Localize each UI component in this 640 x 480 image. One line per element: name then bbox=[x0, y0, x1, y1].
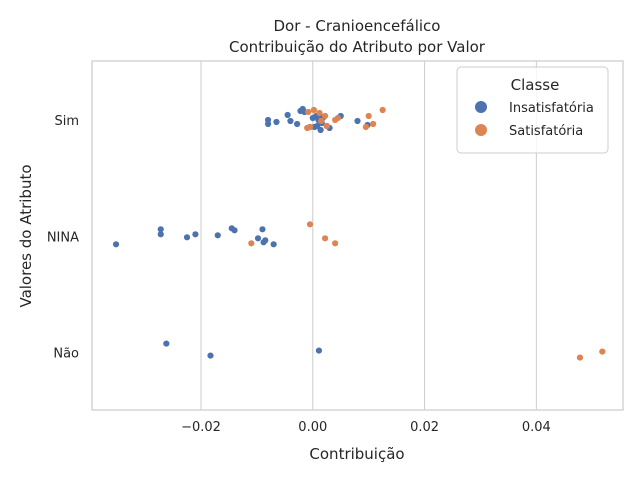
data-point-insatisfatoria bbox=[157, 226, 164, 233]
legend-marker bbox=[475, 124, 487, 136]
data-point-insatisfatoria bbox=[254, 235, 262, 242]
data-point-insatisfatoria bbox=[157, 231, 164, 238]
data-point-insatisfatoria bbox=[264, 120, 272, 128]
data-point-satisfatoria bbox=[248, 240, 255, 247]
data-point-insatisfatoria bbox=[270, 241, 277, 248]
data-point-insatisfatoria bbox=[207, 352, 214, 359]
data-point-insatisfatoria bbox=[192, 231, 199, 238]
data-point-insatisfatoria bbox=[262, 237, 269, 244]
x-tick-label: 0.02 bbox=[410, 420, 439, 435]
data-point-insatisfatoria bbox=[315, 347, 323, 354]
y-axis-label: Valores do Atributo bbox=[17, 164, 35, 307]
plot-area: −0.02 0.00 0.02 0.04 Sim NINA Não bbox=[47, 60, 624, 435]
data-point-satisfatoria bbox=[316, 109, 323, 117]
data-point-insatisfatoria bbox=[231, 227, 238, 234]
data-point-satisfatoria bbox=[599, 348, 606, 355]
data-point-satisfatoria bbox=[576, 354, 584, 361]
data-point-satisfatoria bbox=[321, 112, 329, 120]
data-point-insatisfatoria bbox=[183, 234, 191, 241]
data-point-insatisfatoria bbox=[354, 117, 361, 125]
data-point-insatisfatoria bbox=[259, 226, 266, 233]
data-point-insatisfatoria bbox=[273, 118, 280, 126]
legend: Classe Insatisfatória Satisfatória bbox=[456, 66, 609, 154]
y-tick-label: Sim bbox=[54, 114, 79, 129]
x-axis-label: Contribuição bbox=[309, 445, 404, 463]
chart-title: Dor - Cranioencefálico bbox=[274, 17, 441, 35]
y-tick-label: NINA bbox=[47, 230, 79, 245]
y-tick-label: Não bbox=[53, 347, 79, 362]
legend-label: Satisfatória bbox=[509, 124, 583, 139]
x-tick-label: −0.02 bbox=[181, 420, 221, 435]
data-point-insatisfatoria bbox=[317, 126, 324, 134]
data-point-insatisfatoria bbox=[163, 340, 170, 347]
data-point-insatisfatoria bbox=[294, 120, 301, 128]
data-point-satisfatoria bbox=[334, 114, 342, 122]
data-point-insatisfatoria bbox=[112, 241, 120, 248]
data-point-satisfatoria bbox=[379, 106, 386, 114]
data-point-insatisfatoria bbox=[284, 111, 291, 119]
legend-title: Classe bbox=[511, 76, 560, 94]
plot-frame bbox=[91, 60, 624, 411]
legend-marker bbox=[475, 101, 487, 113]
data-point-insatisfatoria bbox=[214, 232, 221, 239]
data-point-insatisfatoria bbox=[287, 117, 294, 125]
data-point-satisfatoria bbox=[362, 123, 369, 131]
data-point-satisfatoria bbox=[321, 235, 329, 242]
x-tick-label: 0.04 bbox=[522, 420, 551, 435]
legend-label: Insatisfatória bbox=[509, 101, 594, 116]
data-point-satisfatoria bbox=[365, 112, 372, 120]
chart-subtitle: Contribuição do Atributo por Valor bbox=[229, 38, 486, 56]
data-point-satisfatoria bbox=[306, 123, 314, 131]
data-point-satisfatoria bbox=[318, 117, 325, 125]
x-tick-label: 0.00 bbox=[298, 420, 327, 435]
data-point-satisfatoria bbox=[323, 122, 330, 130]
data-point-satisfatoria bbox=[306, 221, 314, 228]
data-point-satisfatoria bbox=[305, 108, 312, 116]
legend-box bbox=[456, 66, 609, 154]
data-point-satisfatoria bbox=[332, 240, 339, 247]
data-point-satisfatoria bbox=[310, 106, 318, 114]
data-point-satisfatoria bbox=[370, 120, 377, 128]
